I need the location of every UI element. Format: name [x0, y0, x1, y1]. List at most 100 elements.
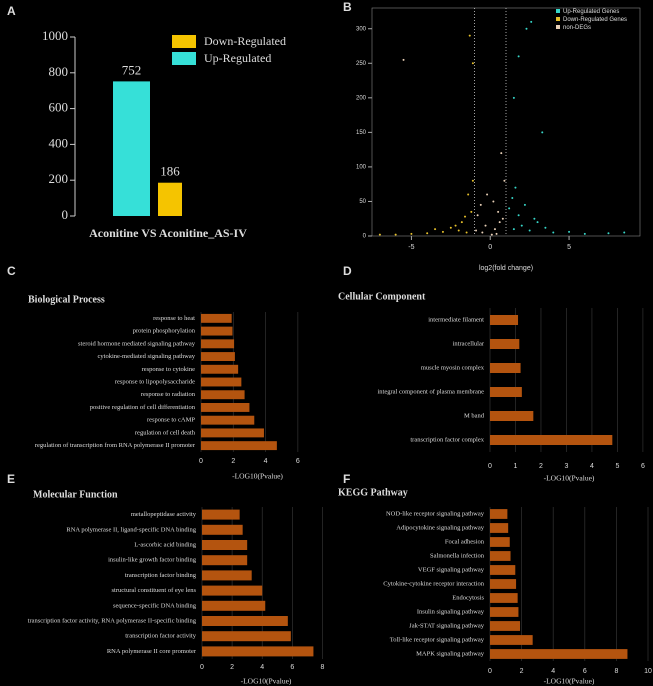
x-tick-label: 5	[615, 463, 619, 470]
x-tick-label: 4	[590, 463, 594, 470]
x-tick-label: 2	[520, 668, 524, 675]
point	[441, 230, 444, 233]
category-label: Insulin signaling pathway	[417, 608, 485, 615]
bar	[201, 364, 239, 374]
x-tick-label: 4	[551, 668, 555, 675]
category-label: M band	[464, 412, 485, 419]
point	[517, 214, 520, 217]
y-tick-label: 250	[356, 61, 367, 67]
panel-letter: E	[7, 472, 15, 486]
x-tick-label: 0	[199, 458, 203, 465]
legend-label: Down-Regulated Genes	[563, 17, 627, 23]
x-tick-label: 6	[641, 463, 645, 470]
bar	[202, 570, 252, 581]
x-tick-label: 2	[231, 458, 235, 465]
bar	[490, 649, 628, 659]
category-label: structural constituent of eye lens	[112, 587, 197, 594]
bar	[202, 585, 263, 596]
bar	[202, 540, 248, 550]
point	[508, 207, 511, 210]
category-label: response to cytokine	[142, 366, 196, 373]
category-label: positive regulation of cell differentiat…	[90, 404, 196, 411]
panel-letter: A	[7, 4, 16, 18]
category-label: Adipocytokine signaling pathway	[396, 524, 484, 531]
point	[520, 224, 523, 227]
point	[541, 131, 544, 134]
bar	[490, 537, 510, 547]
category-label: transcription factor activity, RNA polym…	[28, 617, 197, 624]
category-label: regulation of transcription from RNA pol…	[35, 442, 196, 449]
bar	[201, 339, 235, 349]
y-tick-label: 0	[62, 207, 69, 222]
panel-letter: F	[343, 472, 350, 486]
category-label: insulin-like growth factor binding	[108, 557, 197, 564]
point	[517, 55, 520, 58]
y-tick-label: 100	[356, 164, 367, 170]
point	[512, 228, 515, 231]
point	[493, 228, 496, 231]
point	[486, 193, 489, 196]
panel-letter: B	[343, 0, 352, 14]
x-axis-label: Aconitine VS Aconitine_AS-IV	[89, 226, 247, 240]
y-tick-label: 200	[49, 171, 69, 186]
category-label: VEGF signaling pathway	[418, 566, 485, 573]
category-label: integral component of plasma membrane	[378, 388, 485, 395]
point	[470, 210, 473, 213]
point	[503, 179, 506, 182]
legend-swatch	[556, 9, 560, 13]
category-label: intermediate filament	[428, 316, 484, 323]
point	[490, 233, 493, 236]
x-tick-label: 10	[644, 668, 652, 675]
bar	[490, 523, 509, 533]
category-label: intracellular	[453, 340, 485, 347]
point	[525, 27, 528, 30]
category-label: transcription factor activity	[125, 633, 197, 640]
point	[511, 197, 514, 199]
value-label: 186	[160, 164, 180, 179]
panel-letter: D	[343, 264, 352, 278]
bar	[201, 441, 277, 451]
category-label: Cytokine-cytokine receptor interaction	[383, 580, 484, 587]
category-label: NOD-like receptor signaling pathway	[386, 510, 485, 517]
bar	[490, 435, 613, 445]
bar	[490, 315, 519, 325]
bar	[490, 635, 533, 645]
bar	[202, 600, 266, 611]
bar	[202, 509, 240, 520]
x-tick-label: 0	[488, 463, 492, 470]
legend-label: Up-Regulated	[204, 51, 271, 65]
point	[544, 226, 547, 229]
point	[394, 233, 397, 236]
bar	[490, 411, 534, 421]
x-tick-label: 3	[564, 463, 568, 470]
point	[471, 62, 474, 65]
bar	[490, 339, 520, 349]
bar	[201, 377, 242, 387]
point	[536, 221, 539, 224]
y-tick-label: 300	[356, 26, 367, 32]
point	[512, 96, 515, 99]
point	[468, 34, 471, 37]
legend-swatch	[172, 52, 196, 65]
x-tick-label: 6	[583, 668, 587, 675]
point	[497, 210, 500, 213]
bar	[490, 551, 511, 561]
point	[402, 58, 405, 61]
panel-title: Cellular Component	[338, 291, 426, 302]
point	[481, 231, 484, 234]
category-label: L-ascorbic acid binding	[134, 541, 196, 548]
point	[476, 214, 479, 217]
bar	[490, 509, 508, 519]
bar	[202, 646, 314, 657]
bar	[490, 607, 519, 617]
y-tick-label: 400	[49, 135, 69, 150]
bar	[202, 631, 291, 642]
point	[464, 215, 467, 218]
point	[449, 226, 452, 229]
bar	[490, 579, 517, 589]
point	[530, 20, 533, 23]
point	[500, 152, 503, 155]
category-label: metallopeptidase activity	[131, 511, 197, 518]
point	[475, 229, 478, 232]
